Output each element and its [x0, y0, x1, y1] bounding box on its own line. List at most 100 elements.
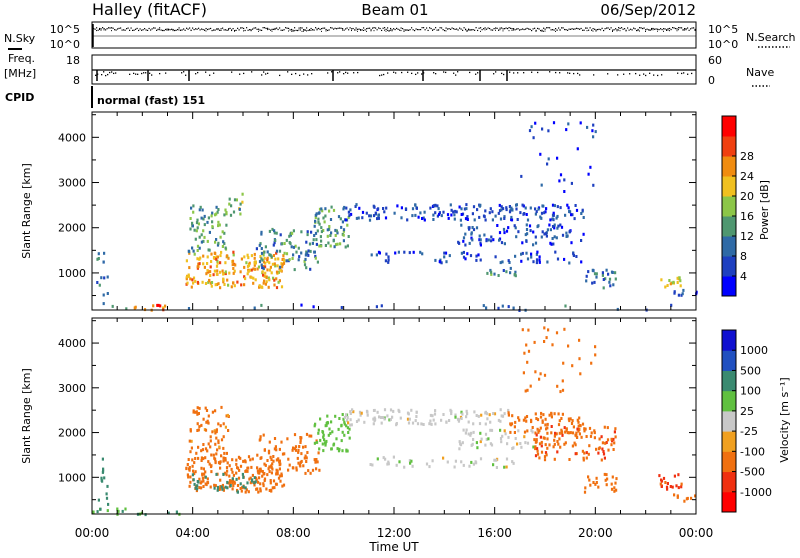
data-cell — [271, 467, 274, 471]
data-cell — [664, 285, 667, 289]
data-cell — [590, 431, 593, 435]
data-cell — [208, 248, 211, 252]
data-cell — [255, 476, 258, 480]
data-cell — [227, 429, 230, 432]
data-cell — [246, 481, 249, 485]
data-cell — [304, 454, 307, 458]
data-cell — [202, 217, 205, 221]
data-cell — [318, 207, 322, 211]
data-cell — [521, 203, 524, 207]
data-cell — [501, 304, 504, 308]
data-cell — [483, 233, 486, 237]
data-cell — [550, 431, 553, 435]
data-cell — [567, 431, 571, 435]
data-cell — [343, 422, 346, 426]
data-cell — [368, 214, 371, 218]
data-cell — [460, 460, 463, 464]
data-cell — [264, 282, 267, 286]
data-cell — [540, 440, 543, 444]
data-cell — [572, 252, 575, 256]
data-cell — [677, 293, 680, 297]
data-cell — [506, 442, 509, 446]
data-cell — [429, 419, 432, 423]
data-cell — [194, 470, 197, 474]
data-cell — [307, 469, 310, 473]
data-cell — [106, 509, 109, 513]
data-cell — [102, 260, 105, 264]
data-cell — [479, 457, 483, 461]
data-cell — [500, 208, 503, 212]
data-cell — [96, 257, 99, 261]
data-cell — [563, 327, 566, 331]
data-cell — [318, 468, 321, 472]
data-cell — [607, 272, 610, 276]
data-cell — [553, 457, 556, 461]
data-cell — [485, 306, 488, 310]
velocity-colorbar-label: Velocity [m s⁻¹] — [778, 377, 791, 462]
data-cell — [328, 209, 331, 213]
data-cell — [244, 490, 247, 494]
data-cell — [334, 228, 337, 232]
data-cell — [605, 473, 608, 477]
data-cell — [467, 420, 470, 424]
data-cell — [535, 252, 538, 256]
data-cell — [263, 250, 266, 254]
data-cell — [465, 409, 468, 413]
data-cell — [559, 173, 563, 177]
data-cell — [321, 442, 324, 446]
data-cell — [253, 306, 256, 310]
data-cell — [259, 482, 262, 486]
data-cell — [394, 251, 397, 255]
data-cell — [530, 125, 533, 129]
data-cell — [592, 481, 595, 484]
data-cell — [232, 250, 235, 254]
data-cell — [209, 435, 212, 439]
data-cell — [214, 442, 217, 446]
data-cell — [386, 414, 389, 418]
data-cell — [539, 215, 542, 219]
data-cell — [383, 408, 387, 412]
data-cell — [345, 448, 348, 452]
data-cell — [682, 288, 685, 292]
data-cell — [536, 449, 539, 453]
data-cell — [303, 259, 306, 263]
data-cell — [200, 486, 203, 490]
data-cell — [680, 482, 683, 486]
data-cell — [469, 433, 472, 437]
data-cell — [522, 204, 525, 208]
data-cell — [575, 431, 578, 435]
data-cell — [538, 377, 541, 381]
data-cell — [259, 435, 262, 439]
data-cell — [313, 424, 316, 428]
data-cell — [465, 415, 468, 419]
data-cell — [285, 259, 288, 263]
data-cell — [660, 484, 663, 488]
data-cell — [475, 258, 478, 262]
data-cell — [102, 293, 105, 297]
data-cell — [311, 468, 315, 472]
data-cell — [226, 413, 229, 417]
data-cell — [207, 421, 210, 425]
colorbar-swatch — [722, 236, 736, 257]
data-cell — [368, 218, 372, 222]
data-cell — [314, 256, 317, 260]
data-cell — [526, 360, 529, 364]
data-cell — [219, 270, 222, 274]
data-cell — [219, 460, 222, 464]
data-cell — [614, 277, 617, 281]
data-cell — [604, 478, 607, 482]
data-cell — [212, 453, 215, 457]
data-cell — [247, 490, 250, 494]
data-cell — [683, 499, 686, 503]
data-cell — [601, 441, 604, 445]
data-cell — [614, 271, 617, 275]
data-cell — [285, 252, 289, 256]
data-cell — [556, 450, 559, 454]
data-cell — [592, 123, 595, 127]
data-cell — [507, 411, 510, 415]
data-cell — [525, 213, 528, 216]
data-cell — [511, 460, 514, 464]
data-cell — [213, 483, 216, 487]
data-cell — [543, 436, 546, 440]
data-cell — [189, 480, 192, 484]
